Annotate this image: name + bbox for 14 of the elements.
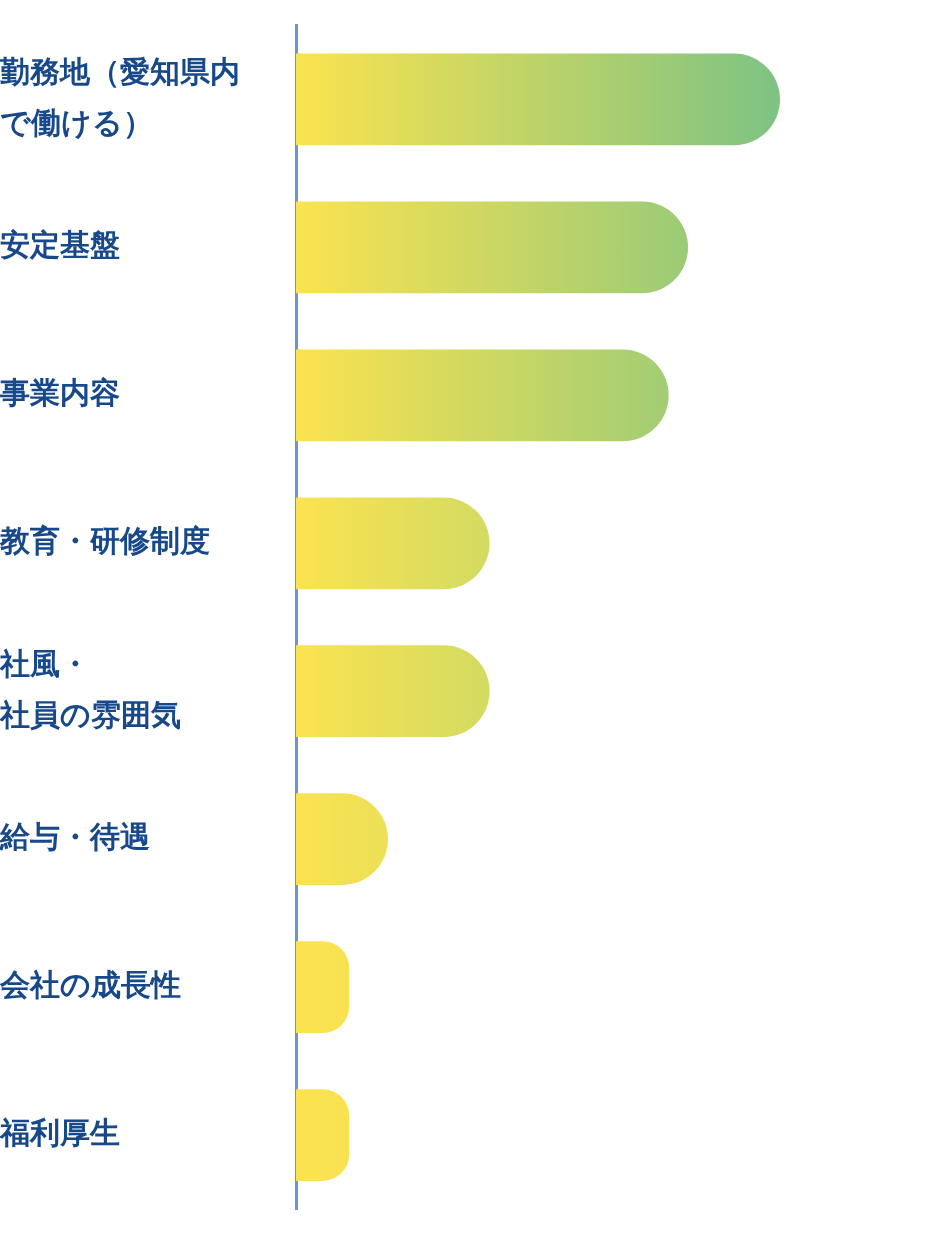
y-tick-label: 社風・社員の雰囲気 (0, 645, 181, 732)
y-tick-label: 会社の成長性 (0, 966, 181, 1002)
y-tick-label: 教育・研修制度 (0, 523, 210, 559)
bar (296, 645, 490, 738)
y-tick-label: 給与・待遇 (0, 818, 150, 854)
bar (296, 53, 780, 146)
bar (296, 349, 669, 442)
bar (296, 941, 350, 1033)
y-tick-label: 安定基盤 (0, 227, 120, 263)
y-tick-label: 勤務地（愛知県内で働ける） (0, 53, 240, 140)
bar (296, 497, 490, 590)
y-tick-label: 事業内容 (0, 375, 120, 411)
bar (296, 1089, 350, 1181)
bar (296, 201, 689, 294)
